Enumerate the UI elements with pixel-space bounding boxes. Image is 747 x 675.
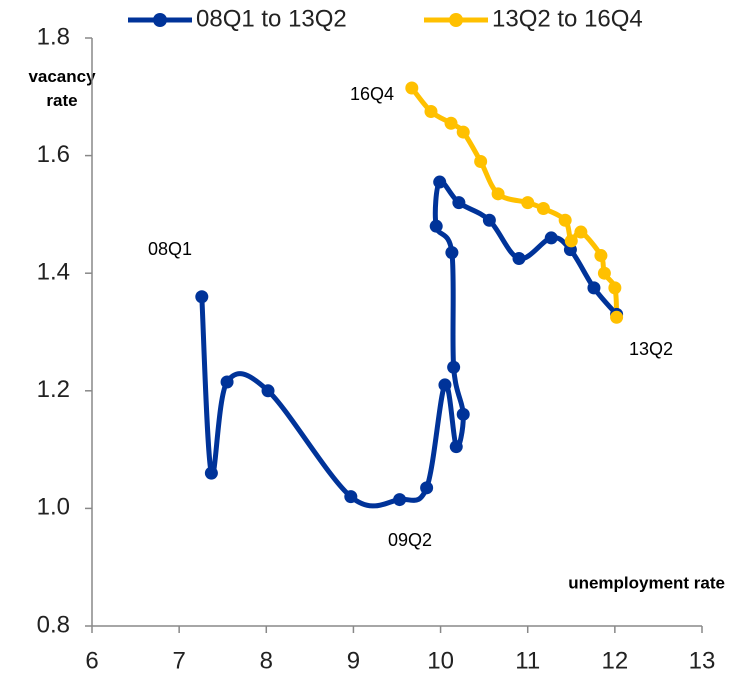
point: [444, 116, 458, 130]
point: [608, 281, 622, 295]
series-line: [199, 179, 619, 509]
point: [195, 290, 209, 304]
x-tick-label: 6: [85, 647, 98, 674]
point: [405, 81, 419, 95]
point: [447, 360, 461, 374]
point: [610, 310, 624, 324]
x-tick-label: 7: [172, 647, 185, 674]
y-tick-label: 1.6: [37, 141, 70, 168]
x-axis-label: unemployment rate: [568, 573, 725, 592]
series-line: [409, 86, 620, 318]
point: [220, 375, 234, 389]
point: [438, 378, 452, 392]
legend-marker: [153, 13, 167, 27]
point: [424, 105, 438, 118]
point: [433, 175, 447, 189]
point: [587, 281, 601, 295]
point: [420, 481, 434, 495]
y-tick-label: 1.0: [37, 494, 70, 521]
x-tick-label: 10: [427, 647, 454, 674]
point: [482, 213, 496, 227]
point: [449, 440, 463, 454]
legend-marker: [449, 13, 463, 27]
point: [564, 234, 578, 248]
x-tick-label: 9: [347, 647, 360, 674]
point: [456, 407, 470, 421]
point: [429, 219, 443, 233]
y-axis-label: vacancy rate: [28, 67, 96, 110]
y-tick-label: 0.8: [37, 611, 70, 638]
annotation: 08Q1: [148, 239, 192, 259]
x-tick-label: 12: [602, 647, 629, 674]
legend-label: 13Q2 to 16Q4: [492, 5, 643, 32]
y-tick-label: 1.8: [37, 23, 70, 50]
point: [594, 249, 608, 263]
x-tick-label: 13: [689, 647, 716, 674]
point: [344, 490, 358, 504]
annotation: 16Q4: [350, 84, 394, 104]
point: [521, 196, 535, 210]
point: [597, 266, 611, 280]
point: [491, 187, 505, 201]
point: [574, 225, 588, 239]
annotation: 13Q2: [629, 339, 673, 359]
point: [452, 196, 466, 210]
point: [261, 384, 275, 398]
y-tick-label: 1.4: [37, 259, 70, 286]
x-tick-label: 11: [515, 647, 540, 674]
point: [536, 202, 550, 216]
point: [445, 246, 459, 260]
legend-label: 08Q1 to 13Q2: [196, 5, 347, 32]
x-tick-label: 8: [260, 647, 273, 674]
point: [393, 493, 407, 507]
y-tick-label: 1.2: [37, 376, 70, 403]
point: [558, 213, 572, 227]
point: [544, 231, 558, 245]
annotation: 09Q2: [388, 530, 432, 550]
point: [456, 125, 470, 139]
point: [474, 154, 488, 168]
point: [512, 252, 526, 265]
point: [204, 466, 218, 480]
